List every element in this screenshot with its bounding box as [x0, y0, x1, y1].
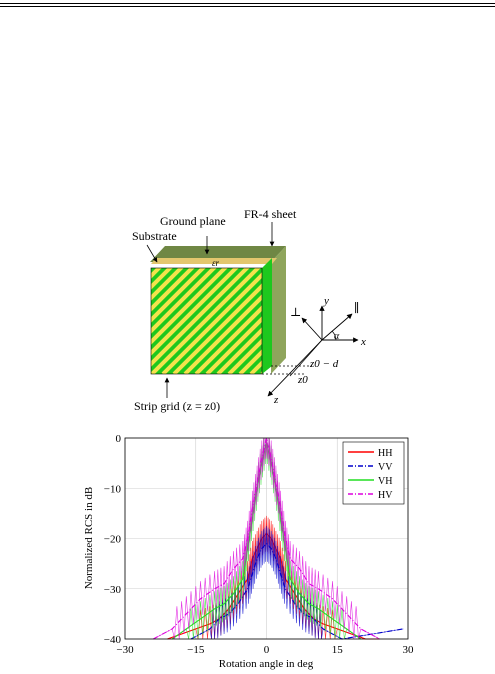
perp-arrow [301, 317, 323, 341]
strip-line [151, 268, 198, 374]
strip-line [227, 268, 262, 374]
ground-plane-layer [151, 258, 277, 264]
fr4-side-face [271, 246, 286, 374]
epsilon-label: εr [212, 258, 220, 268]
strip-line [151, 268, 262, 374]
z-axis-arrow [267, 339, 323, 397]
strip-line [151, 268, 231, 374]
z0-label: z0 [297, 374, 308, 386]
y-tick-label: −30 [104, 584, 122, 596]
strip-line [31, 264, 141, 374]
series-line-vv [190, 542, 404, 640]
x-tick-label: 0 [264, 644, 270, 656]
parallel-arrow [321, 313, 353, 341]
ground-plane-label: Ground plane [160, 214, 226, 228]
x-tick-label: 30 [403, 644, 415, 656]
strip-line [151, 268, 253, 374]
perp-label: ⊥ [290, 305, 301, 319]
rcs-chart: −30 −15 0 15 300−10−20−30−40 Rotation angle … [83, 433, 414, 670]
alpha-label: α [334, 331, 340, 342]
y-tick-label: −20 [104, 534, 122, 546]
z-label: z [273, 394, 279, 406]
substrate-label: Substrate [132, 229, 177, 243]
strip-grid-figure: Ground plane FR-4 sheet Substrate εr ⊥ ∥… [31, 207, 366, 413]
x-axis-label: Rotation angle in deg [219, 658, 314, 670]
series-line-hh [167, 532, 380, 640]
strip-grid-label: Strip grid (z = z0) [134, 399, 220, 413]
strip-line [151, 268, 220, 374]
strip-line [183, 268, 262, 374]
strip-line [194, 268, 262, 374]
strip-line [151, 268, 154, 374]
y-label: y [323, 295, 329, 307]
strip-grid-face [31, 264, 262, 374]
x-tick-label: −15 [187, 644, 205, 656]
strip-line [151, 268, 176, 374]
z0-minus-d-label: z0 − d [309, 358, 339, 370]
strip-line [172, 268, 262, 374]
x-label: x [360, 336, 366, 348]
strip-line [216, 268, 262, 374]
legend-label: HV [378, 490, 393, 501]
strip-line [151, 268, 165, 374]
legend-label: HH [378, 448, 392, 459]
strip-line [205, 268, 262, 374]
header-rule-bottom [0, 6, 495, 7]
series-ripple-vv [190, 525, 404, 640]
strip-line [161, 268, 262, 374]
header-rule-top [0, 3, 495, 4]
chart-ticks: −30 −15 0 15 300−10−20−30−40 [104, 433, 414, 656]
parallel-label: ∥ [354, 301, 360, 315]
y-axis-label: Normalized RCS in dB [83, 487, 95, 589]
x-tick-label: −30 [116, 644, 134, 656]
y-tick-label: 0 [116, 433, 122, 445]
legend-label: VV [378, 462, 393, 473]
y-tick-label: −40 [104, 634, 122, 646]
fr4-sheet-label: FR-4 sheet [244, 207, 297, 221]
strip-line [238, 268, 262, 374]
x-tick-label: 15 [332, 644, 344, 656]
y-tick-label: −10 [104, 483, 122, 495]
substrate-side [262, 258, 272, 374]
strip-line [151, 268, 242, 374]
series-line-hv [153, 437, 380, 640]
plot-frame [124, 437, 409, 640]
legend: HH VV VH HV [342, 441, 405, 505]
strip-line [151, 268, 209, 374]
strip-line [151, 268, 187, 374]
legend-label: VH [378, 476, 392, 487]
